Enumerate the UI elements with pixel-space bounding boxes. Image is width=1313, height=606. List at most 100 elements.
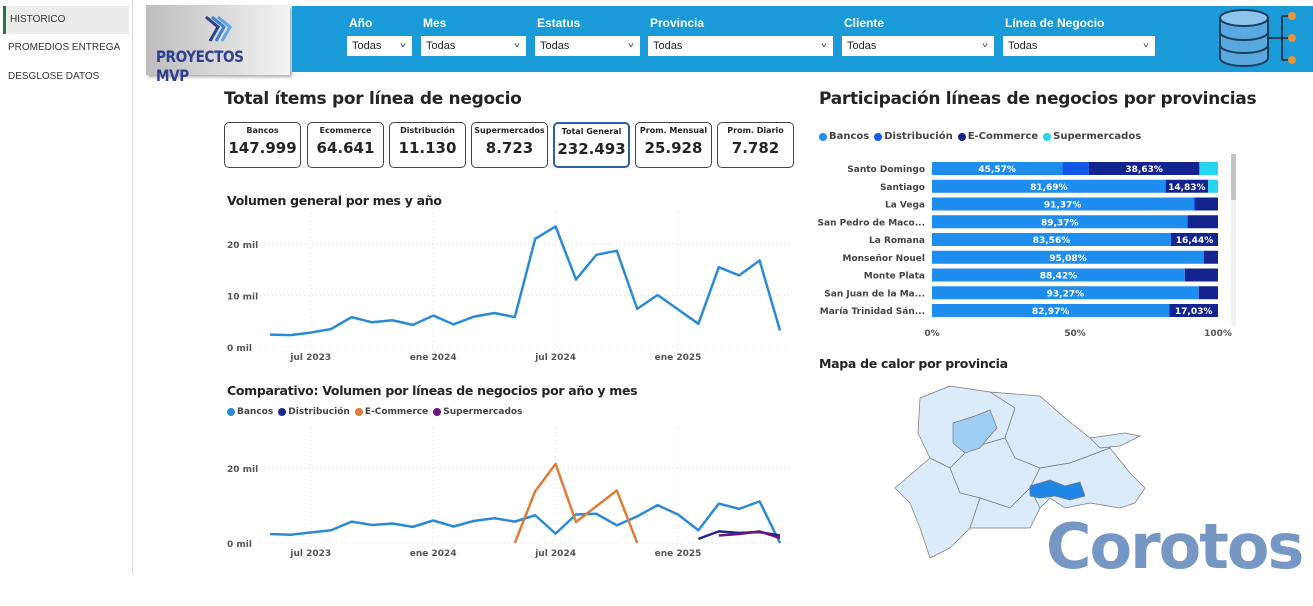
filter-linea-negocio-dropdown[interactable]: Todas ∨ [1003,36,1155,56]
corotos-watermark: Corotos [1046,510,1304,583]
bar-segment[interactable] [1203,250,1218,264]
map-region-santiago[interactable] [952,409,998,454]
bar-chart-title: Participación líneas de negocios por pro… [819,89,1257,109]
map-region-santo-domingo[interactable] [1029,479,1086,501]
series-line-supermercados [718,530,781,540]
bar-segment[interactable] [1195,197,1218,211]
data-label: 38,63% [1125,165,1163,175]
legend-item[interactable]: Distribución [874,131,953,142]
bar-segment[interactable] [932,197,1194,211]
bar-segment[interactable] [1193,197,1196,211]
map-region-samana[interactable] [1089,432,1142,449]
bar-chart-legend: Bancos Distribución E-Commerce Supermercado… [819,131,1141,142]
scrollbar-track [1231,154,1236,326]
data-label: 81,69% [1030,183,1068,193]
bar-segment[interactable] [1199,162,1218,175]
sidebar: HISTORICO PROMEDIOS ENTREGA DESGLOSE DAT… [0,0,133,574]
kpi-value: 11.130 [398,139,457,157]
filter-cliente-dropdown[interactable]: Todas ∨ [842,36,994,56]
category-label: Santiago [880,183,925,193]
filter-estatus-dropdown[interactable]: Todas ∨ [535,36,640,56]
kpi-card[interactable]: Distribución 11.130 [389,122,466,168]
filter-bar: Año Todas ∨ Mes Todas ∨ Estatus Todas ∨ Pro… [292,6,1313,72]
bar-segment[interactable] [1198,286,1218,300]
legend-item[interactable]: Supermercados [433,407,522,417]
kpi-card[interactable]: Prom. Diario 7.782 [717,122,794,168]
kpi-value: 8.723 [485,139,534,157]
kpi-value: 147.999 [228,139,297,157]
legend-item[interactable]: E-Commerce [957,131,1038,142]
category-label: La Vega [885,201,925,211]
legend-item[interactable]: Distribución [278,407,350,417]
kpi-card[interactable]: Bancos 147.999 [224,122,301,168]
bar-segment[interactable] [932,250,1204,264]
dropdown-value: Todas [847,40,877,52]
legend-label: Distribución [288,407,350,417]
kpi-card[interactable]: Supermercados 8.723 [471,122,548,168]
filter-ano-dropdown[interactable]: Todas ∨ [347,36,412,56]
bar-segment[interactable] [1169,304,1218,317]
bar-segment[interactable] [1208,179,1218,193]
bar-segment[interactable] [932,233,1171,246]
legend-item[interactable]: E-Commerce [354,407,428,417]
bar-segment[interactable] [1187,215,1218,229]
kpi-card[interactable]: Prom. Mensual 25.928 [635,122,712,168]
x-tick-label: jul 2023 [289,353,331,363]
series-line-total [269,225,782,337]
bar-segment[interactable] [1165,179,1209,193]
data-label: 93,27% [1047,289,1085,299]
sidebar-item-desglose-datos[interactable]: DESGLOSE DATOS [8,71,100,82]
legend-dot-icon [819,132,827,141]
dropdown-value: Todas [1008,40,1038,52]
category-label: La Romana [869,236,925,246]
x-tick-label: ene 2024 [410,549,457,559]
legend-label: Bancos [829,131,870,142]
bar-segment[interactable] [932,268,1185,282]
legend-item[interactable]: Supermercados [1043,131,1141,142]
bar-segment[interactable] [1170,233,1218,246]
bar-segment[interactable] [1184,268,1218,282]
legend-dot-icon [227,408,235,416]
data-label: 45,57% [978,165,1016,175]
logo-text: PROYECTOS MVP [156,47,244,85]
legend-item[interactable]: Bancos [227,407,273,417]
y-tick-label: 0 mil [227,344,252,354]
chevron-down-icon: ∨ [1141,41,1150,49]
chart2-title: Comparativo: Volumen por líneas de negoc… [227,383,638,398]
scrollbar-thumb[interactable] [1231,154,1236,200]
filter-mes-dropdown[interactable]: Todas ∨ [421,36,526,56]
bar-segment[interactable] [1062,162,1089,175]
x-tick-label: 0% [924,329,939,339]
filter-label-estatus: Estatus [537,16,581,30]
legend-label: Bancos [237,407,274,417]
bar-segment[interactable] [932,304,1170,317]
volume-line-chart: jul 2023 ene 2024 jul 2024 ene 2025 0 mil 10 … [227,210,790,363]
bar-segment[interactable] [932,179,1166,193]
kpi-value: 25.928 [644,139,703,157]
filter-provincia-dropdown[interactable]: Todas ∨ [648,36,833,56]
map-region-south[interactable] [969,487,1041,529]
chevron-down-icon: ∨ [980,41,989,49]
category-label: San Juan de la Ma... [824,289,925,299]
dropdown-value: Todas [352,40,382,52]
bar-segment[interactable] [932,162,1063,175]
sidebar-item-historico[interactable]: HISTORICO [3,6,129,34]
database-network-icon [1219,9,1296,67]
y-tick-label: 0 mil [227,540,252,550]
chevron-down-icon: ∨ [512,41,521,49]
bar-segment[interactable] [932,286,1199,300]
bar-segment[interactable] [932,215,1188,229]
sidebar-item-promedios-entrega[interactable]: PROMEDIOS ENTREGA [8,42,121,53]
bar-segment[interactable] [1088,162,1200,175]
map-title: Mapa de calor por provincia [819,356,1008,371]
filter-label-linea-negocio: Línea de Negocio [1005,16,1105,30]
kpi-label: Bancos [246,126,279,135]
kpi-card[interactable]: Total General 232.493 [553,122,630,168]
y-tick-label: 10 mil [227,293,258,303]
legend-item[interactable]: Bancos [819,131,869,142]
dropdown-value: Todas [540,40,570,52]
x-tick-label: ene 2025 [655,549,702,559]
legend-dot-icon [433,408,442,416]
kpi-card[interactable]: Ecommerce 64.641 [307,122,384,168]
category-label: Monte Plata [864,272,925,282]
